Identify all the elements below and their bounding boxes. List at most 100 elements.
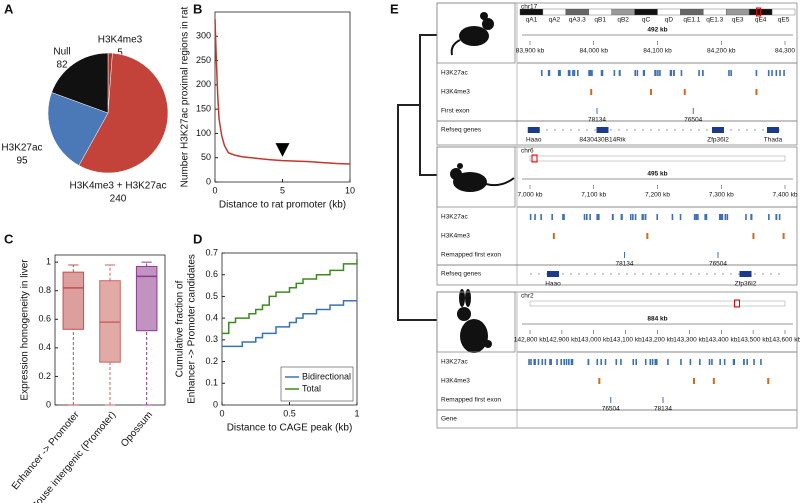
y-tick-label: 0.4 <box>38 342 51 352</box>
peak <box>568 70 571 76</box>
band <box>634 8 658 16</box>
peak <box>752 233 755 239</box>
peak <box>604 359 607 365</box>
y-tick-label: 0.8 <box>38 285 51 295</box>
span-label: 884 kb <box>647 316 667 323</box>
peak <box>642 214 644 220</box>
band <box>588 8 612 16</box>
peak <box>775 70 778 76</box>
rat-icon <box>450 163 515 192</box>
peak <box>629 214 632 220</box>
pie-slice <box>51 52 109 114</box>
coord-label: 142,900 kb <box>546 337 579 344</box>
track-label: H3K4me3 <box>441 233 470 240</box>
peak <box>767 70 770 76</box>
peak <box>778 214 781 220</box>
coord-label: 83,900 kb <box>516 48 545 55</box>
track-label: H3K4me3 <box>441 89 470 96</box>
peak <box>563 214 565 220</box>
coord-label: 84,200 kb <box>707 48 736 55</box>
band-label: qA3.3 <box>569 17 586 24</box>
x-tick-label: Enhancer -> Promoter <box>10 409 82 492</box>
peak <box>651 359 654 365</box>
peak <box>613 70 616 76</box>
tree <box>397 34 437 321</box>
peak <box>537 359 540 365</box>
x-tick-label: 0 <box>212 185 217 195</box>
peak <box>708 359 711 365</box>
peak <box>620 359 622 365</box>
peak <box>598 214 600 220</box>
peak <box>540 70 543 76</box>
peak <box>697 214 699 220</box>
peak <box>689 359 692 365</box>
peak <box>560 359 563 365</box>
peak <box>680 70 683 76</box>
peak <box>755 70 758 76</box>
y-tick-label: 0.2 <box>38 371 51 381</box>
peak <box>719 359 721 365</box>
peak <box>743 359 745 365</box>
peak <box>544 359 547 365</box>
band <box>680 8 704 16</box>
peak <box>562 214 564 220</box>
coord-label: 84,300 <box>775 48 795 55</box>
x-tick-label: Opossum <box>119 410 155 450</box>
peak <box>649 359 652 365</box>
peak <box>590 89 593 95</box>
y-tick-label: 0 <box>46 399 51 409</box>
step-line <box>222 259 358 335</box>
track-label: First exon <box>441 108 470 115</box>
peak <box>567 70 570 76</box>
peak <box>768 214 770 220</box>
peak <box>615 359 618 365</box>
exon-label: 78134 <box>654 406 672 413</box>
band-label: qE3 <box>732 17 744 24</box>
gene <box>767 127 779 133</box>
peak <box>667 359 669 365</box>
slice-label: H3K4me3 <box>98 35 143 46</box>
y-axis-label: Cumulative fraction of <box>175 280 186 377</box>
legend-label: Bidirectional <box>302 371 351 381</box>
peak <box>732 359 735 365</box>
browser-panel <box>436 2 798 146</box>
band-label: qE1.1 <box>683 17 700 24</box>
peak <box>656 214 659 220</box>
peak <box>783 70 785 76</box>
exon-label: 76504 <box>684 117 702 124</box>
peak <box>650 89 653 95</box>
line <box>214 19 351 165</box>
icon-box <box>436 146 516 208</box>
track-label: H3K27ac <box>441 70 468 77</box>
y-tick-label: 300 <box>196 31 211 41</box>
peak <box>767 378 770 384</box>
y-axis-label: Expression homogeneity in liver <box>20 259 31 401</box>
peak <box>528 359 530 365</box>
peak <box>559 70 561 76</box>
x-tick-label: 1 <box>354 408 359 418</box>
peak <box>655 359 658 365</box>
y-axis-label: Number H3K27ac proximal regions in rat <box>180 6 191 187</box>
peak <box>698 70 700 76</box>
peak <box>671 214 674 220</box>
peak <box>750 214 753 220</box>
y-tick-label: 250 <box>196 55 211 65</box>
peak <box>541 359 544 365</box>
coord-label: 143,200 kb <box>641 337 674 344</box>
y-tick-label: 50 <box>201 152 211 162</box>
peak <box>533 359 536 365</box>
region-marker <box>734 299 740 308</box>
band <box>726 8 750 16</box>
gene-label: 8430430B14Rik <box>579 137 626 144</box>
peak <box>573 70 576 76</box>
y-tick-label: 0.6 <box>38 314 51 324</box>
legend-label: Total <box>302 383 321 393</box>
band-label: qE5 <box>778 17 790 24</box>
track-label: H3K4me3 <box>441 378 470 385</box>
peak <box>548 70 551 76</box>
peak <box>585 214 588 220</box>
peak <box>673 70 675 76</box>
coord-label: 143,500 kb <box>737 337 770 344</box>
x-tick-label: 10 <box>345 185 355 195</box>
exon-label: 78134 <box>588 117 606 124</box>
